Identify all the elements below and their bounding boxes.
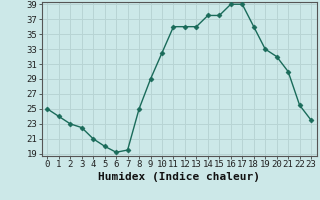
X-axis label: Humidex (Indice chaleur): Humidex (Indice chaleur) xyxy=(98,172,260,182)
